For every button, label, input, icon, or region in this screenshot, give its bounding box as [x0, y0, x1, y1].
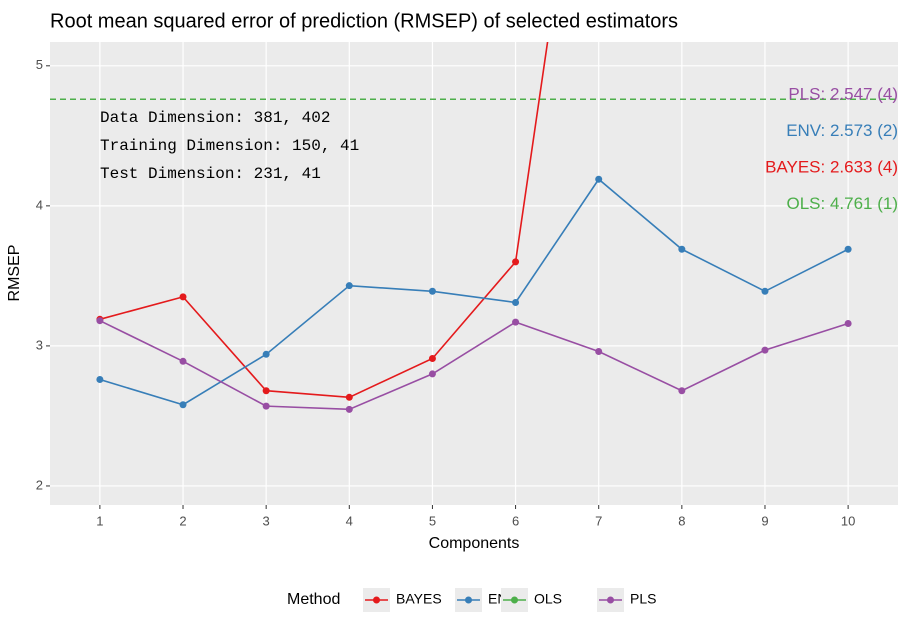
plot-background [50, 42, 898, 505]
data-point [512, 318, 520, 326]
annotation: BAYES: 2.633 (4) [765, 157, 898, 176]
x-tick-label: 9 [761, 513, 768, 528]
legend-point [607, 596, 614, 604]
x-tick-label: 1 [96, 513, 103, 528]
x-tick-label: 5 [429, 513, 436, 528]
data-point [262, 350, 270, 358]
x-tick-label: 7 [595, 513, 602, 528]
x-tick-label: 4 [346, 513, 353, 528]
series-line [99, 319, 849, 411]
data-point [512, 258, 520, 266]
data-point [179, 357, 187, 365]
info-text: Test Dimension: 231, 41 [100, 165, 321, 183]
data-point [179, 401, 187, 409]
x-tick-label: 8 [678, 513, 685, 528]
info-text: Data Dimension: 381, 402 [100, 109, 330, 127]
data-point [512, 298, 520, 306]
y-tick-label: 4 [36, 197, 43, 212]
data-point [595, 175, 603, 183]
annotation: PLS: 2.547 (4) [788, 84, 898, 103]
x-axis-label: Components [429, 535, 520, 552]
data-point [262, 387, 270, 395]
legend-label: OLS [534, 591, 562, 607]
annotation: ENV: 2.573 (2) [786, 121, 898, 140]
x-tick-label: 10 [841, 513, 855, 528]
y-axis-label: RMSEP [6, 245, 23, 302]
legend-label: PLS [630, 591, 656, 607]
y-tick-label: 3 [36, 337, 43, 352]
data-point [428, 370, 436, 378]
data-point [844, 319, 852, 327]
data-point [345, 282, 353, 290]
x-tick-label: 3 [263, 513, 270, 528]
chart-title: Root mean squared error of prediction (R… [50, 10, 678, 32]
data-point [761, 287, 769, 295]
data-point [428, 287, 436, 295]
series-line [99, 178, 849, 406]
data-point [761, 346, 769, 354]
y-tick-label: 2 [36, 477, 43, 492]
data-point [595, 348, 603, 356]
legend-label: BAYES [396, 591, 442, 607]
legend-point [465, 596, 472, 604]
data-point [262, 402, 270, 410]
data-point [428, 355, 436, 363]
legend-point [511, 596, 518, 604]
data-point [345, 393, 353, 401]
legend-title: Method [287, 591, 340, 608]
legend-point [373, 596, 380, 604]
y-tick-label: 5 [36, 57, 43, 72]
data-point [345, 405, 353, 413]
x-tick-label: 2 [179, 513, 186, 528]
info-text: Training Dimension: 150, 41 [100, 137, 359, 155]
x-tick-label: 6 [512, 513, 519, 528]
data-point [678, 245, 686, 253]
data-point [96, 317, 104, 325]
data-point [179, 293, 187, 301]
annotation: OLS: 4.761 (1) [786, 194, 898, 213]
data-point [96, 376, 104, 384]
data-point [844, 245, 852, 253]
data-point [678, 387, 686, 395]
